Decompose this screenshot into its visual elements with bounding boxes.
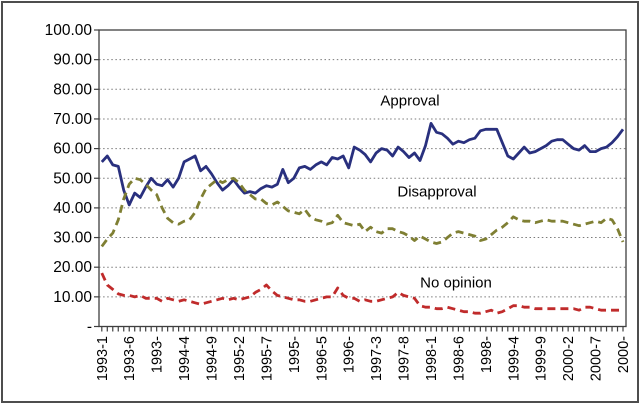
x-axis-label: 1994-4 <box>177 336 193 381</box>
y-axis-label: 30.00 <box>53 230 92 247</box>
x-axis-label: 2000-7 <box>589 336 605 381</box>
y-axis-label: 20.00 <box>53 259 92 276</box>
y-axis-label: - <box>87 319 92 336</box>
x-axis-label: 1998-1 <box>424 336 440 381</box>
no-opinion-line <box>100 272 623 315</box>
x-axis-label: 1995- <box>287 336 303 373</box>
x-axis-label: 1995-7 <box>259 336 275 381</box>
series-label-disapproval: Disapproval <box>397 183 477 201</box>
x-axis-label: 1999-9 <box>534 336 550 381</box>
x-axis-label: 1994-9 <box>205 336 221 381</box>
y-axis-label: 50.00 <box>53 170 92 187</box>
x-axis-label: 2000-2 <box>561 336 577 381</box>
x-axis-label: 1996-5 <box>314 336 330 381</box>
approval-line <box>100 122 625 207</box>
x-axis-label: 1997-3 <box>369 336 385 381</box>
y-axis-label: 10.00 <box>53 289 92 306</box>
x-axis-label: 1998-6 <box>451 336 467 381</box>
x-axis-label: 1998- <box>479 336 495 373</box>
series-label-no-opinion: No opinion <box>420 274 492 292</box>
x-axis-label: 1993-6 <box>122 336 138 381</box>
y-axis-label: 90.00 <box>53 52 92 69</box>
y-axis-label: 100.00 <box>45 22 93 39</box>
x-axis-label: 1995-2 <box>232 336 248 381</box>
x-axis-label: 1996- <box>342 336 358 373</box>
y-axis-label: 70.00 <box>53 111 92 128</box>
x-axis-label: 1993- <box>150 336 166 373</box>
series-label-approval: Approval <box>380 92 440 110</box>
x-axis-label: 1999-4 <box>506 336 522 381</box>
y-axis-label: 40.00 <box>53 200 92 217</box>
x-axis-label: 1993-1 <box>95 336 111 381</box>
disapproval-line <box>100 176 625 248</box>
x-axis-label: 1997-8 <box>397 336 413 381</box>
x-axis-label: 2000- <box>616 336 632 373</box>
y-axis-label: 60.00 <box>53 141 92 158</box>
y-axis-label: 80.00 <box>53 81 92 98</box>
